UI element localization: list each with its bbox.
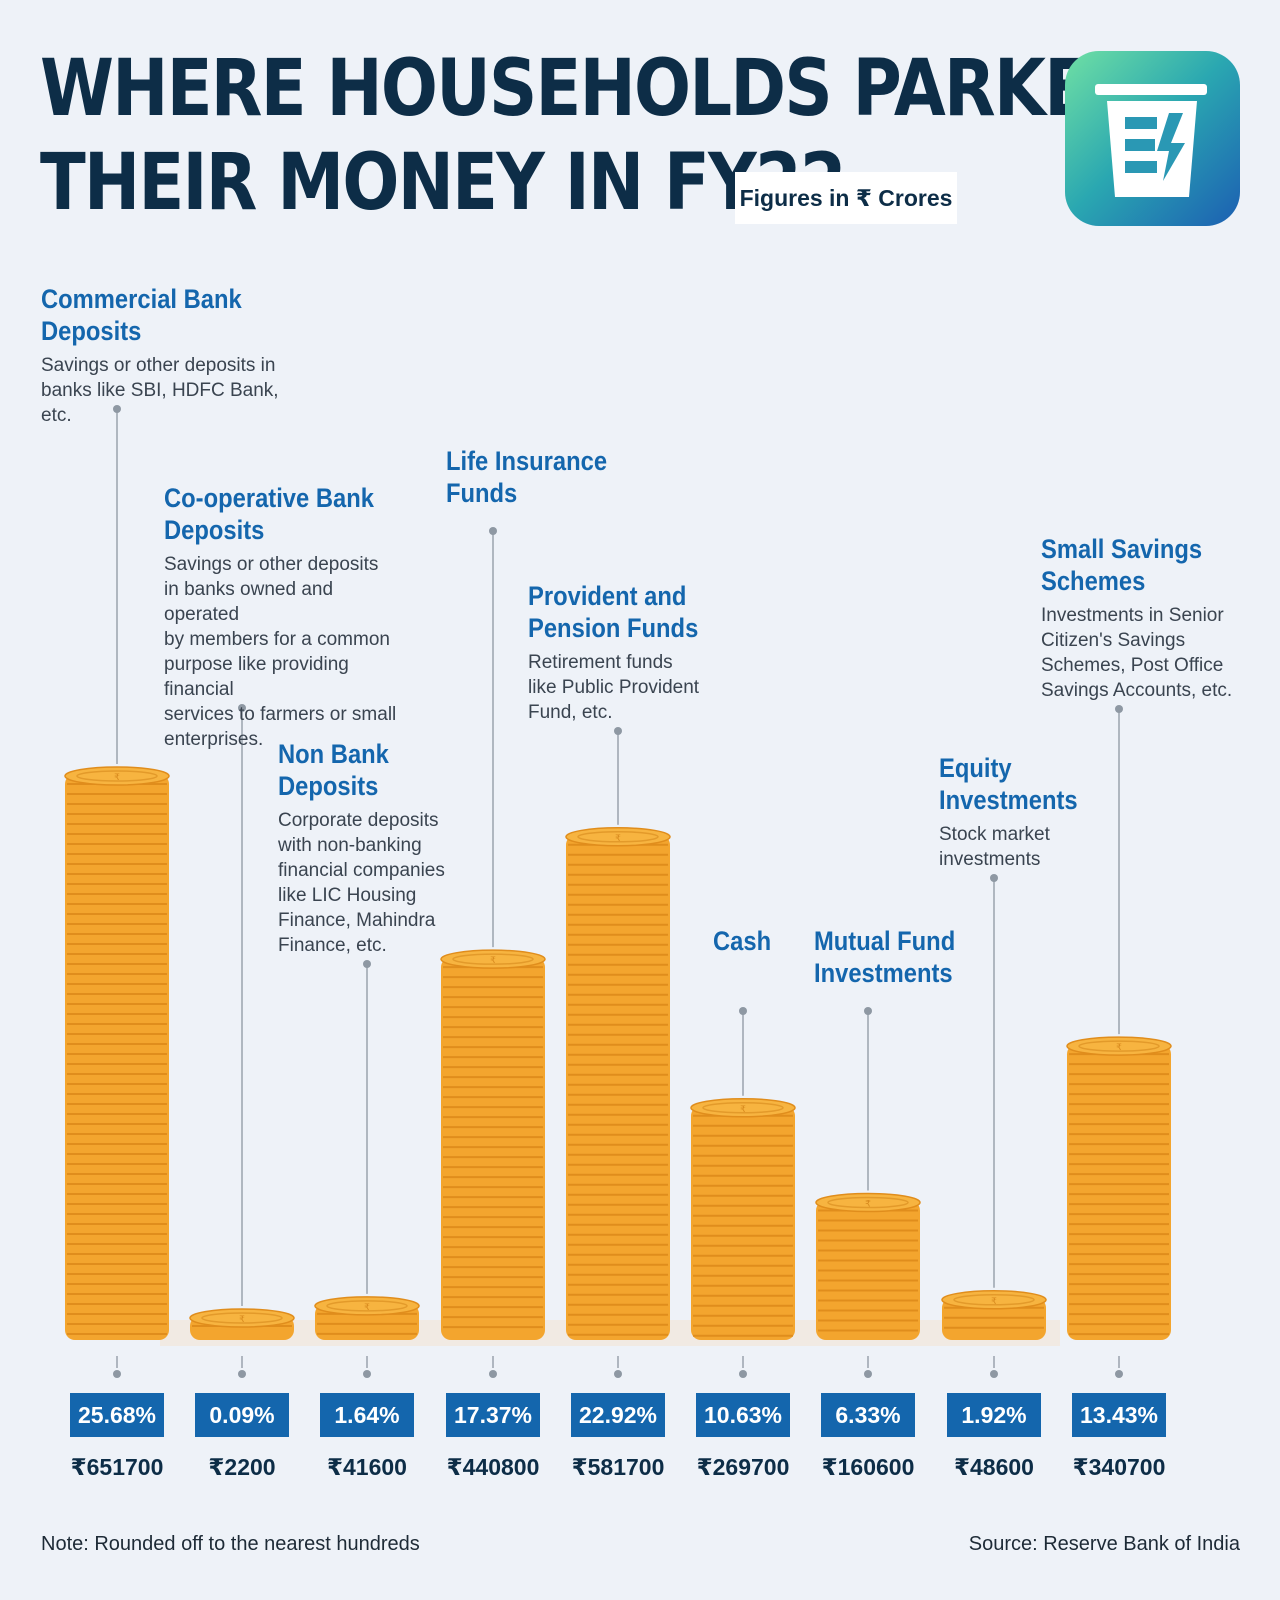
coin-stack-body xyxy=(441,957,545,1340)
value-label: ₹651700 xyxy=(70,1454,164,1480)
value-label: ₹269700 xyxy=(696,1454,790,1480)
value-label: ₹340700 xyxy=(1072,1454,1166,1480)
rupee-icon: ₹ xyxy=(865,1200,871,1210)
category-description: Savings or other deposits in banks like … xyxy=(41,355,279,426)
tick-dot xyxy=(614,1370,622,1378)
coin-stack-8: ₹ xyxy=(941,1290,1047,1340)
leader-dot xyxy=(739,1007,747,1015)
value-label: ₹2200 xyxy=(208,1454,276,1480)
coin-rim xyxy=(326,1300,408,1312)
tick-dot xyxy=(489,1370,497,1378)
coin-rim xyxy=(452,953,534,965)
coin-rim xyxy=(827,1196,909,1209)
tick-dot xyxy=(238,1370,246,1378)
coin-rim xyxy=(76,770,158,782)
coin-stack-body xyxy=(1067,1044,1171,1340)
category-title: Life Insurance Funds xyxy=(446,446,608,508)
coin-stack-5: ₹ xyxy=(565,827,671,1340)
percent-badge: 10.63% xyxy=(696,1393,790,1437)
leader-dot xyxy=(363,960,371,968)
coin-rim xyxy=(201,1312,283,1324)
leader-dot xyxy=(614,727,622,735)
coin-stack-6: ₹ xyxy=(690,1098,796,1340)
leader-dot xyxy=(1115,705,1123,713)
coin-rim xyxy=(577,831,659,843)
category-label: Small Savings Schemes Investments in Seni… xyxy=(1041,533,1280,703)
leader-dot xyxy=(864,1007,872,1015)
rupee-icon: ₹ xyxy=(114,773,120,783)
category-label: Equity Investments Stock market investmen… xyxy=(939,752,1179,872)
coin-rim xyxy=(1078,1040,1160,1052)
category-label: Mutual Fund Investments xyxy=(814,925,1054,989)
rupee-icon: ₹ xyxy=(615,834,621,844)
value-label: ₹48600 xyxy=(954,1454,1034,1480)
category-label: Commercial Bank Deposits Savings or other… xyxy=(41,283,281,428)
source-credit: Source: Reserve Bank of India xyxy=(968,1533,1240,1555)
leader-dot xyxy=(113,405,121,413)
coin-rim xyxy=(702,1102,784,1114)
value-label: ₹581700 xyxy=(571,1454,665,1480)
coin-stack-9: ₹ xyxy=(1066,1036,1172,1340)
leader-dot xyxy=(238,704,246,712)
percent-badge: 17.37% xyxy=(446,1393,540,1437)
percent-badge: 1.92% xyxy=(947,1393,1041,1437)
category-label: Co-operative Bank Deposits Savings or oth… xyxy=(164,482,404,752)
category-label: Life Insurance Funds xyxy=(446,445,686,509)
coin-stack-body xyxy=(566,834,670,1340)
tick-dot xyxy=(363,1370,371,1378)
rupee-icon: ₹ xyxy=(991,1297,997,1307)
value-label: ₹440800 xyxy=(446,1454,540,1480)
coin-rim xyxy=(953,1294,1035,1306)
coin-stack-body xyxy=(691,1105,795,1340)
page-title: WHERE HOUSEHOLDS PARKED THEIR MONEY IN FY… xyxy=(40,44,1144,228)
category-label: Provident and Pension Funds Retirement fu… xyxy=(528,580,768,725)
tick-dot xyxy=(990,1370,998,1378)
percent-badge: 1.64% xyxy=(320,1393,414,1437)
coin-stack-1: ₹ xyxy=(64,766,170,1340)
category-label: Non Bank Deposits Corporate deposits with… xyxy=(278,738,518,958)
category-description: Savings or other deposits in banks owned… xyxy=(164,554,397,750)
percent-badge: 6.33% xyxy=(821,1393,915,1437)
coin-stack-7: ₹ xyxy=(815,1192,921,1340)
rupee-icon: ₹ xyxy=(239,1315,245,1325)
category-title: Cash xyxy=(713,926,772,956)
category-title: Co-operative Bank Deposits xyxy=(164,483,374,545)
category-title: Small Savings Schemes xyxy=(1041,534,1203,596)
category-description: Investments in Senior Citizen's Savings … xyxy=(1041,605,1233,701)
bucket-logo-icon xyxy=(1065,51,1240,226)
leader-dot xyxy=(489,527,497,535)
rupee-icon: ₹ xyxy=(364,1303,370,1313)
category-description: Corporate deposits with non-banking fina… xyxy=(278,810,445,956)
percent-badge: 25.68% xyxy=(70,1393,164,1437)
coin-stack-2: ₹ xyxy=(189,1308,295,1340)
units-badge: Figures in ₹ Crores xyxy=(735,172,957,224)
rupee-icon: ₹ xyxy=(490,956,496,966)
category-label: Cash xyxy=(713,925,953,957)
category-title: Non Bank Deposits xyxy=(278,739,389,801)
percent-badge: 22.92% xyxy=(571,1393,665,1437)
tick-dot xyxy=(864,1370,872,1378)
rupee-icon: ₹ xyxy=(740,1105,746,1115)
footnote: Note: Rounded off to the nearest hundred… xyxy=(41,1533,420,1555)
percent-badge: 13.43% xyxy=(1072,1393,1166,1437)
coin-stack-4: ₹ xyxy=(440,949,546,1340)
tick-dot xyxy=(113,1370,121,1378)
value-label: ₹160600 xyxy=(821,1454,915,1480)
category-title: Mutual Fund Investments xyxy=(814,926,956,988)
category-description: Retirement funds like Public Provident F… xyxy=(528,652,700,723)
percent-badge: 0.09% xyxy=(195,1393,289,1437)
rupee-icon: ₹ xyxy=(1116,1043,1122,1053)
coin-stack-body xyxy=(65,774,169,1340)
value-label: ₹41600 xyxy=(327,1454,407,1480)
category-title: Equity Investments xyxy=(939,753,1078,815)
category-title: Commercial Bank Deposits xyxy=(41,284,242,346)
category-description: Stock market investments xyxy=(939,824,1050,870)
category-title: Provident and Pension Funds xyxy=(528,581,699,643)
tick-dot xyxy=(1115,1370,1123,1378)
coin-stack-3: ₹ xyxy=(314,1296,420,1340)
leader-dot xyxy=(990,874,998,882)
tick-dot xyxy=(739,1370,747,1378)
